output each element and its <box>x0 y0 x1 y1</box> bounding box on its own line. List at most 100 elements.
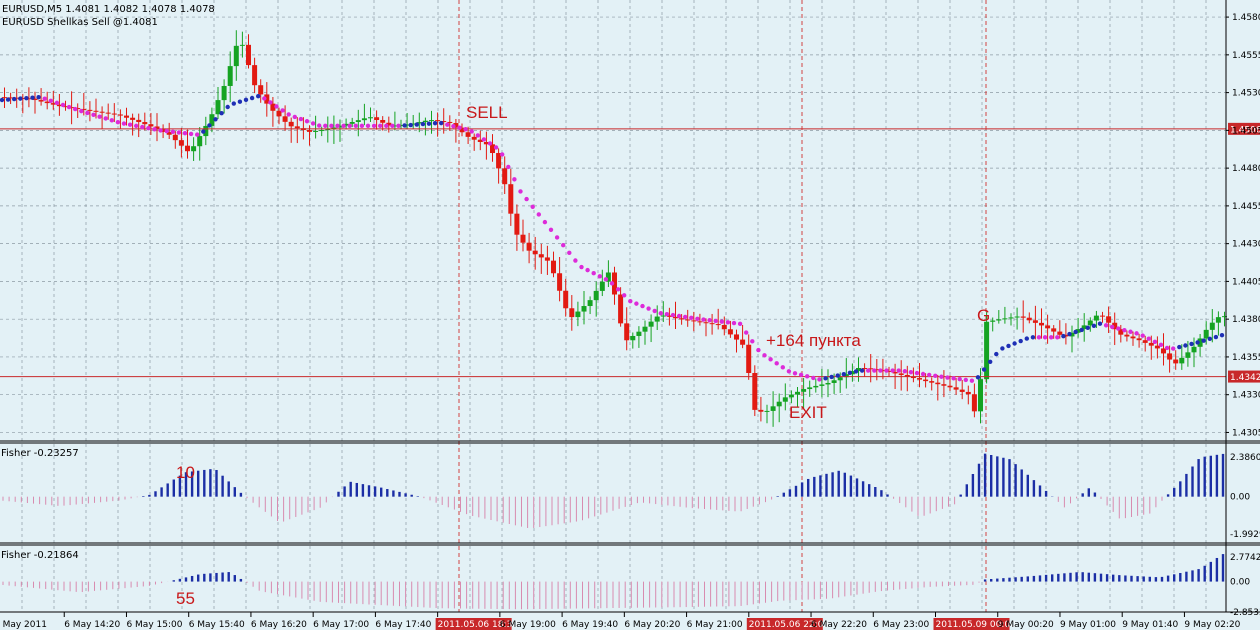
candle-body <box>228 66 233 86</box>
ma-point <box>970 378 974 382</box>
ma-point <box>1189 342 1193 346</box>
ma-point <box>189 132 193 136</box>
ma-point <box>1098 321 1102 325</box>
time-tick-label: 6 May 15:40 <box>189 620 245 630</box>
ma-point <box>201 129 205 133</box>
price-tick-label: 1.4555 <box>1232 51 1260 61</box>
ma-point <box>1012 341 1016 345</box>
ma-point <box>1171 346 1175 350</box>
ma-point <box>549 228 553 232</box>
ma-point <box>701 317 705 321</box>
time-tick-label: 6 May 20:20 <box>624 620 680 630</box>
candle-body <box>807 387 812 389</box>
candle-body <box>423 121 428 122</box>
candle-body <box>435 120 440 121</box>
ma-point <box>878 368 882 372</box>
ma-point <box>287 112 291 116</box>
candle-body <box>935 383 940 385</box>
candle-body <box>941 384 946 386</box>
ma-point <box>561 243 565 247</box>
candle-body <box>948 386 953 388</box>
ma-point <box>55 101 59 105</box>
ma-point <box>1031 335 1035 339</box>
candle-body <box>1002 318 1007 319</box>
ma-point <box>665 312 669 316</box>
ma-point <box>1000 346 1004 350</box>
ma-point <box>24 96 28 100</box>
ma-point <box>140 125 144 129</box>
ma-point <box>579 265 583 269</box>
candle-body <box>100 112 105 113</box>
candle-body <box>87 110 92 111</box>
price-tick-label: 1.4430 <box>1232 240 1260 250</box>
ma-point <box>104 116 108 120</box>
ma-point <box>872 368 876 372</box>
candle-body <box>624 323 629 340</box>
ma-point <box>152 127 156 131</box>
candle-body <box>740 340 745 345</box>
candle-body <box>295 126 300 128</box>
fisher2-period-label: 55 <box>176 589 195 608</box>
ma-point <box>463 127 467 131</box>
candle-body <box>539 254 544 257</box>
ma-point <box>305 119 309 123</box>
candle-body <box>350 122 355 124</box>
ma-point <box>683 315 687 319</box>
ma-point <box>341 124 345 128</box>
ma-point <box>494 145 498 149</box>
ma-point <box>116 120 120 124</box>
ma-point <box>750 339 754 343</box>
ma-point <box>1220 333 1224 337</box>
ma-point <box>884 368 888 372</box>
candle-body <box>1021 317 1026 318</box>
candle-body <box>185 146 190 152</box>
ma-point <box>262 96 266 100</box>
ma-point <box>384 124 388 128</box>
candle-body <box>575 312 580 318</box>
ma-point <box>695 317 699 321</box>
ma-point <box>543 220 547 224</box>
ma-point <box>171 130 175 134</box>
ma-point <box>854 369 858 373</box>
ma-point <box>1073 330 1077 334</box>
ma-point <box>488 141 492 145</box>
candle-body <box>826 383 831 384</box>
ma-point <box>689 316 693 320</box>
candle-body <box>466 132 471 137</box>
ma-point <box>445 122 449 126</box>
ma-point <box>1134 331 1138 335</box>
candle-body <box>966 392 971 394</box>
candle-body <box>240 45 245 46</box>
ma-point <box>1202 339 1206 343</box>
candle-body <box>39 100 44 102</box>
candle-body <box>691 320 696 321</box>
ma-point <box>18 96 22 100</box>
ma-point <box>1147 337 1151 341</box>
ma-point <box>1165 346 1169 350</box>
candle-body <box>679 318 684 319</box>
candle-body <box>551 261 556 274</box>
ma-point <box>646 306 650 310</box>
candle-body <box>832 380 837 383</box>
ma-point <box>537 212 541 216</box>
ma-point <box>915 371 919 375</box>
candle-body <box>1179 358 1184 364</box>
ma-point <box>372 124 376 128</box>
ma-point <box>909 370 913 374</box>
candle-body <box>996 319 1001 320</box>
candle-body <box>923 380 928 382</box>
ma-point <box>653 309 657 313</box>
ma-point <box>293 115 297 119</box>
candle-body <box>1027 318 1032 321</box>
time-tick-label: 6 May 14:20 <box>64 620 120 630</box>
ma-point <box>518 189 522 193</box>
ma-point <box>951 376 955 380</box>
ma-point <box>1006 344 1010 348</box>
ma-point <box>439 121 443 125</box>
time-tick-label: 6 May 23:00 <box>873 620 929 630</box>
ma-point <box>903 369 907 373</box>
candle-body <box>1094 316 1099 321</box>
ma-point <box>714 319 718 323</box>
candle-body <box>1100 316 1105 317</box>
